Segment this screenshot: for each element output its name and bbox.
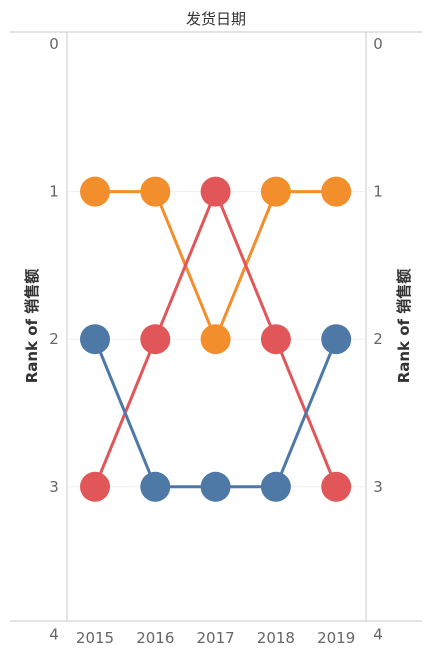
series-line-1	[95, 190, 337, 341]
data-point-series-3	[321, 324, 352, 355]
chart-frame	[10, 31, 422, 622]
data-point-series-2	[321, 471, 352, 502]
x-tick-label: 2017	[197, 629, 235, 647]
x-tick-label: 2019	[317, 629, 355, 647]
data-point-series-1	[260, 176, 291, 207]
x-tick-label: 2018	[257, 629, 295, 647]
right-y-tick-label: 2	[373, 330, 383, 348]
right-y-axis-label: Rank of 销售额	[395, 269, 413, 384]
data-point-series-3	[140, 471, 171, 502]
data-point-series-1	[80, 176, 110, 207]
data-point-series-2	[80, 471, 110, 502]
right-y-tick-label: 0	[373, 35, 383, 53]
left-y-ticks: 0 1 2 3 4	[49, 35, 59, 643]
left-y-tick-label: 4	[49, 625, 59, 643]
x-tick-label: 2015	[76, 629, 114, 647]
data-point-series-1	[200, 324, 231, 355]
x-tick-label: 2016	[136, 629, 174, 647]
left-y-tick-label: 1	[49, 183, 59, 201]
left-y-tick-label: 0	[49, 35, 59, 53]
data-point-series-1	[321, 176, 352, 207]
data-point-series-3	[260, 471, 291, 502]
data-point-series-2	[260, 324, 291, 355]
left-y-axis-label: Rank of 销售额	[23, 269, 41, 384]
chart-title: 发货日期	[186, 10, 246, 28]
left-y-tick-label: 3	[49, 478, 59, 496]
right-y-tick-label: 3	[373, 478, 383, 496]
data-point-series-1	[140, 176, 171, 207]
right-y-ticks: 0 1 2 3 4	[373, 35, 383, 643]
series-points	[80, 176, 352, 502]
data-point-series-3	[200, 471, 231, 502]
data-point-series-2	[200, 176, 231, 207]
x-ticks: 2015 2016 2017 2018 2019	[76, 629, 355, 647]
right-y-tick-label: 1	[373, 183, 383, 201]
left-y-tick-label: 2	[49, 330, 59, 348]
right-y-tick-label: 4	[373, 625, 383, 643]
data-point-series-2	[140, 324, 171, 355]
series-line-3	[93, 338, 338, 489]
data-point-series-3	[80, 324, 110, 355]
